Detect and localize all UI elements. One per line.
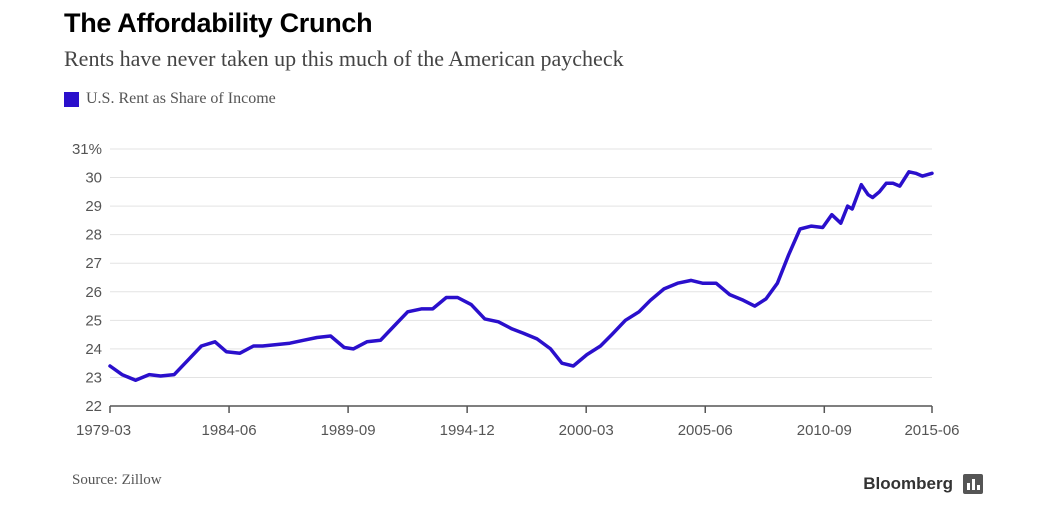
y-axis: 22 23 24 25 26 27 28 29 30 31% xyxy=(72,141,102,415)
y-tick-label-30: 30 xyxy=(85,170,102,187)
x-tick-label-2000-03: 2000-03 xyxy=(559,422,614,439)
series-line-0 xyxy=(108,170,934,383)
legend-label: U.S. Rent as Share of Income xyxy=(86,90,276,107)
chart-title: The Affordability Crunch xyxy=(64,8,373,38)
y-tick-label-31: 31% xyxy=(72,141,102,158)
y-tick-label-28: 28 xyxy=(85,227,102,244)
x-tick-label-2015-06: 2015-06 xyxy=(904,422,959,439)
x-tick-label-2005-06: 2005-06 xyxy=(678,422,733,439)
brand-name: Bloomberg xyxy=(863,474,953,493)
legend: U.S. Rent as Share of Income xyxy=(64,90,276,108)
series-layer xyxy=(108,170,934,383)
y-tick-label-27: 27 xyxy=(85,255,102,272)
y-tick-label-24: 24 xyxy=(85,341,102,358)
y-tick-label-26: 26 xyxy=(85,284,102,301)
x-axis xyxy=(109,405,933,413)
bar-chart-icon xyxy=(963,474,983,494)
source-note: Source: Zillow xyxy=(72,472,162,488)
y-tick-label-29: 29 xyxy=(85,198,102,215)
x-tick-label-1984-06: 1984-06 xyxy=(202,422,257,439)
x-tick-label-1994-12: 1994-12 xyxy=(440,422,495,439)
x-axis-labels: 1979-03 1984-06 1989-09 1994-12 2000-03 2005-… xyxy=(76,422,960,439)
x-tick-label-1989-09: 1989-09 xyxy=(321,422,376,439)
brand-mark: Bloomberg xyxy=(863,474,983,494)
y-tick-label-23: 23 xyxy=(85,369,102,386)
chart-subtitle: Rents have never taken up this much of t… xyxy=(64,46,624,71)
gridlines xyxy=(110,148,932,378)
legend-swatch xyxy=(64,91,79,107)
y-tick-label-22: 22 xyxy=(85,398,102,415)
x-tick-label-1979-03: 1979-03 xyxy=(76,422,131,439)
x-tick-label-2010-09: 2010-09 xyxy=(797,422,852,439)
y-tick-label-25: 25 xyxy=(85,312,102,329)
